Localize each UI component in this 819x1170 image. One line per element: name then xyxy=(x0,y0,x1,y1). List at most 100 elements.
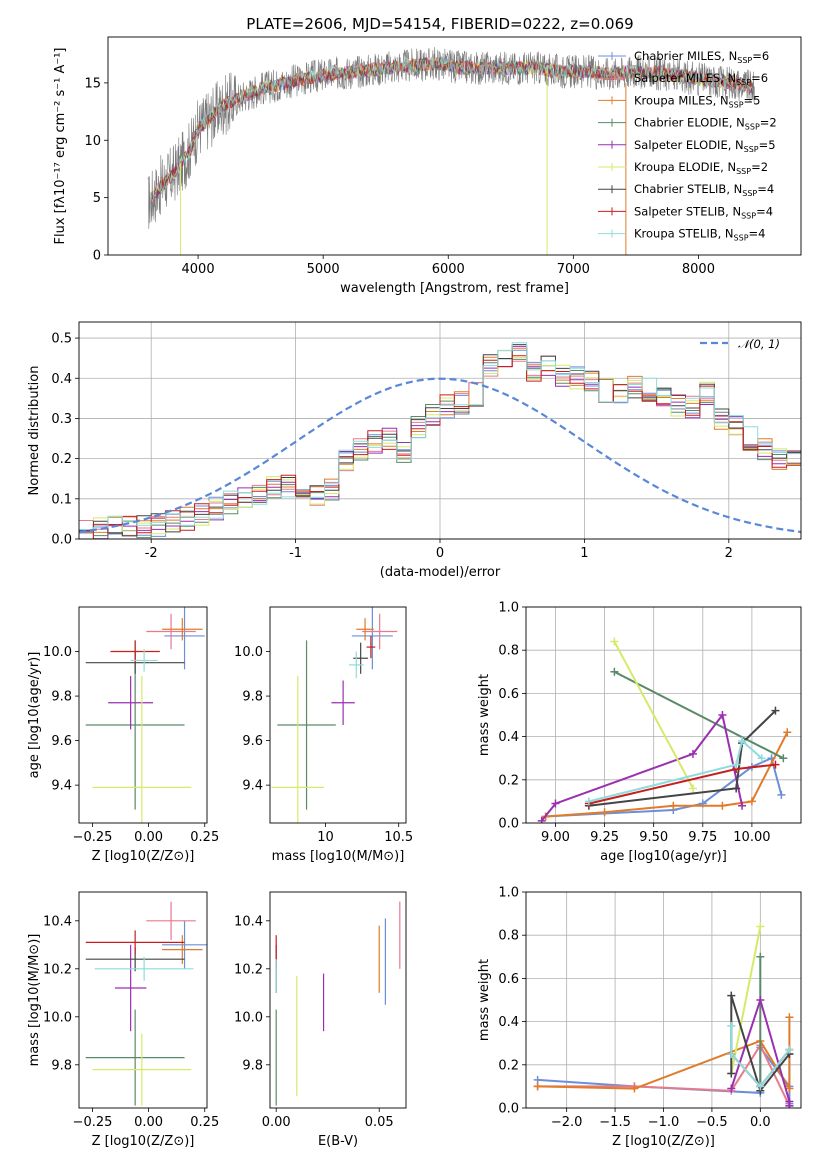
errorbar-point xyxy=(162,920,207,969)
x-tick-label: −0.25 xyxy=(73,830,113,845)
x-tick-label: 10.00 xyxy=(733,830,770,845)
x-tick-label: −2.0 xyxy=(551,1115,583,1130)
plot-area xyxy=(271,607,398,823)
x-tick-label: -1 xyxy=(289,546,302,561)
mass-vs-ebv-panel: 0.00 0.05 9.8 10.0 10.2 10.4 E(B-V) xyxy=(234,891,407,1149)
x-tick-label: 0.25 xyxy=(190,1115,219,1130)
weight-line xyxy=(613,641,694,789)
weight-series xyxy=(584,736,766,806)
y-tick-label: 10 xyxy=(84,134,101,149)
weight-marker xyxy=(688,749,697,758)
y-tick-label: 1.0 xyxy=(498,886,519,901)
weight-marker xyxy=(785,1013,794,1022)
weight-marker xyxy=(727,991,736,1000)
y-tick-label: 10.0 xyxy=(43,645,72,660)
plot-area xyxy=(79,342,801,539)
weight-marker xyxy=(610,637,619,646)
y-tick-label: 0.0 xyxy=(498,1102,519,1117)
y-tick-label: 10.2 xyxy=(43,962,72,977)
y-tick-label: 10.0 xyxy=(234,1010,263,1025)
errorbar-point xyxy=(277,640,336,810)
weight-marker xyxy=(783,728,792,737)
y-axis-label: age [log10(age/yr)] xyxy=(27,652,42,779)
weight-marker xyxy=(718,711,727,719)
errorbar-point xyxy=(351,607,393,670)
plot-area xyxy=(85,607,205,823)
errorbar-point xyxy=(114,944,147,1032)
axes-frame xyxy=(78,891,208,1109)
grid xyxy=(526,606,801,824)
residuals-panel: -2 -1 0 1 2 0.0 0.1 0.2 0.3 0.4 0.5 (data-model)/er… xyxy=(27,321,802,580)
plot-area xyxy=(533,922,794,1108)
y-tick-label: 0.0 xyxy=(51,533,72,548)
grid xyxy=(79,322,801,540)
weight-marker xyxy=(785,1045,794,1054)
axes-frame xyxy=(525,606,802,824)
axes-frame xyxy=(525,891,802,1109)
weight-line xyxy=(730,926,762,1074)
x-axis-label: Z [log10(Z/Z⊙)] xyxy=(92,1134,195,1149)
weight-line xyxy=(588,709,777,807)
x-axis-label: Z [log10(Z/Z⊙)] xyxy=(92,849,195,864)
weight-series xyxy=(727,1021,794,1091)
y-axis-label: mass [log10(M/M⊙)] xyxy=(27,934,42,1067)
x-tick-label: 0.00 xyxy=(262,1115,291,1130)
x-tick-label: 9.75 xyxy=(688,830,717,845)
weight-marker xyxy=(551,799,560,808)
y-tick-label: 0.3 xyxy=(51,412,72,427)
x-tick-label: 0.00 xyxy=(134,1115,163,1130)
y-tick-label: 1.0 xyxy=(498,601,519,616)
age-vs-mass-panel: 10 10.5 9.4 9.6 9.8 10.0 mass [log10(M/M⊙)] xyxy=(234,606,413,864)
x-axis-label: age [log10(age/yr)] xyxy=(600,849,727,864)
legend-label: Salpeter ELODIE, NSSP=5 xyxy=(634,138,776,154)
errorbar-point xyxy=(356,618,374,641)
errorbar-point xyxy=(348,651,364,679)
weight-marker xyxy=(533,1082,542,1091)
y-tick-label: 9.6 xyxy=(51,734,72,749)
weight-marker xyxy=(727,1050,736,1058)
legend-label: 𝒩(0, 1) xyxy=(738,337,780,351)
errorbar-point xyxy=(271,676,325,823)
weight-marker xyxy=(727,1021,736,1030)
legend-label: Chabrier STELIB, NSSP=4 xyxy=(634,182,774,198)
y-tick-label: 10.0 xyxy=(43,1010,72,1025)
legend-label: Kroupa ELODIE, NSSP=2 xyxy=(634,160,768,176)
x-axis-label: Z [log10(Z/Z⊙)] xyxy=(612,1134,715,1149)
x-tick-label: −1.5 xyxy=(599,1115,631,1130)
normal-curve xyxy=(79,377,801,534)
weight-marker xyxy=(756,1082,765,1091)
y-tick-label: 0.4 xyxy=(498,1015,519,1030)
y-tick-label: 0.4 xyxy=(51,372,72,387)
y-tick-label: 0.2 xyxy=(51,452,72,467)
errorbar-point xyxy=(353,642,368,674)
y-tick-label: 15 xyxy=(84,76,101,91)
weight-marker xyxy=(771,706,780,715)
weight-marker xyxy=(610,667,619,676)
x-tick-label: 5000 xyxy=(307,262,340,277)
weight-marker xyxy=(779,754,788,763)
weight-marker xyxy=(771,760,780,769)
weight-marker xyxy=(669,801,678,810)
y-tick-label: 5 xyxy=(93,191,101,206)
plot-area xyxy=(147,46,755,255)
y-tick-label: 9.6 xyxy=(242,734,263,749)
y-tick-label: 0.2 xyxy=(498,773,519,788)
weight-marker xyxy=(756,952,765,961)
axes-frame xyxy=(78,321,802,540)
errorbar-point xyxy=(162,618,203,641)
weight-marker xyxy=(630,1084,639,1093)
histogram-chabrier-stelib xyxy=(79,344,801,537)
y-axis-label: Flux [fλ10⁻¹⁷ erg cm⁻² s⁻¹ A⁻¹] xyxy=(53,48,68,245)
x-tick-label: 0.05 xyxy=(365,1115,394,1130)
weight-marker xyxy=(688,784,697,793)
x-tick-label: 9.00 xyxy=(541,830,570,845)
axes-frame xyxy=(269,606,407,824)
x-tick-label: 4000 xyxy=(182,262,215,277)
x-tick-label: 9.50 xyxy=(639,830,668,845)
errorbar-point xyxy=(366,635,376,659)
weight-marker xyxy=(777,790,786,799)
x-axis-label: wavelength [Angstrom, rest frame] xyxy=(340,281,569,296)
weight-marker xyxy=(732,784,741,793)
errorbar-point xyxy=(146,613,196,650)
